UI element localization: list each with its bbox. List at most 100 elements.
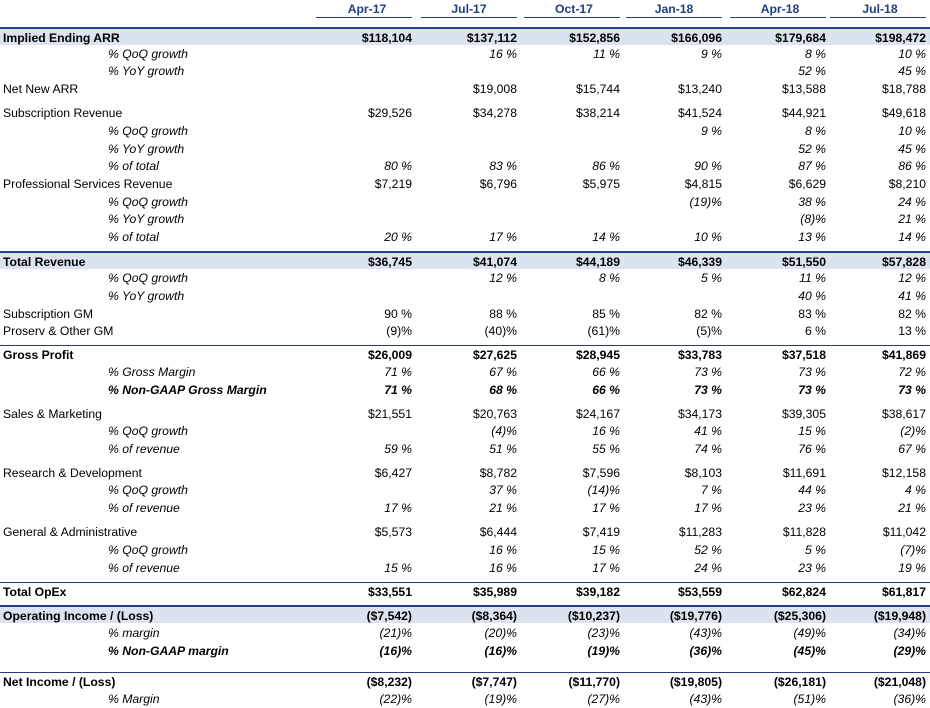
row-label: Proserv & Other GM: [3, 324, 114, 338]
table-row: % QoQ growth (19)% 38 % 24 %: [0, 193, 930, 211]
table-cell: 11 %: [593, 47, 620, 61]
table-row: % YoY growth 40 % 41 %: [0, 287, 930, 305]
column-header-3: Jan-18: [654, 2, 694, 16]
table-cell: 38 %: [798, 195, 826, 209]
table-cell: $33,551: [367, 585, 412, 599]
table-cell: 24 %: [898, 195, 926, 209]
table-cell: $7,419: [582, 525, 620, 539]
table-cell: 55 %: [592, 442, 620, 456]
table-cell: (34)%: [893, 626, 926, 640]
table-cell: (43)%: [689, 692, 722, 706]
table-cell: 68 %: [489, 383, 517, 397]
table-cell: 16 %: [489, 561, 517, 575]
table-cell: (22)%: [379, 692, 412, 706]
row-label: % QoQ growth: [108, 483, 188, 497]
table-cell: 51 %: [489, 442, 517, 456]
table-cell: 23 %: [798, 501, 826, 515]
table-row: % YoY growth 52 % 45 %: [0, 140, 930, 158]
row-label: Implied Ending ARR: [3, 31, 120, 45]
row-label: % of revenue: [108, 561, 180, 575]
table-cell: 12 %: [898, 271, 926, 285]
table-row: Professional Services Revenue $7,219 $6,79…: [0, 175, 930, 193]
row-label: % Non-GAAP margin: [108, 644, 229, 658]
table-cell: 67 %: [489, 365, 517, 379]
table-cell: 6 %: [804, 324, 826, 338]
table-cell: 73 %: [898, 383, 926, 397]
table-cell: (19)%: [587, 644, 620, 658]
table-cell: 23 %: [798, 561, 826, 575]
row-label: % of revenue: [108, 501, 180, 515]
table-row: Implied Ending ARR $118,104 $137,112 $152,8…: [0, 27, 930, 45]
row-label: General & Administrative: [3, 525, 138, 539]
table-cell: (16)%: [379, 644, 412, 658]
row-label: Subscription Revenue: [3, 106, 123, 120]
column-header-5: Jul-18: [862, 2, 898, 16]
table-row: Research & Development $6,427 $8,782 $7,596…: [0, 464, 930, 482]
table-cell: 17 %: [592, 501, 620, 515]
table-row: % QoQ growth 12 % 8 % 5 % 11 % 12 %: [0, 269, 930, 287]
table-cell: 52 %: [798, 142, 826, 156]
row-label: % of total: [108, 230, 159, 244]
row-label: % YoY growth: [108, 212, 185, 226]
row-label: Subscription GM: [3, 307, 94, 321]
table-cell: $41,524: [677, 106, 722, 120]
table-cell: $61,817: [881, 585, 926, 599]
row-label: Total OpEx: [3, 585, 67, 599]
table-row: % QoQ growth 9 % 8 % 10 %: [0, 122, 930, 140]
table-cell: 14 %: [592, 230, 620, 244]
table-cell: 9 %: [700, 124, 722, 138]
table-cell: $35,989: [472, 585, 517, 599]
row-label: % Margin: [108, 692, 160, 706]
table-cell: 8 %: [804, 124, 826, 138]
table-cell: $5,975: [582, 177, 620, 191]
table-cell: 7 %: [700, 483, 722, 497]
table-cell: $198,472: [875, 31, 926, 45]
table-cell: 88 %: [489, 307, 517, 321]
table-cell: $57,828: [881, 255, 926, 269]
table-cell: ($8,232): [366, 675, 412, 689]
table-cell: $166,096: [671, 31, 722, 45]
table-cell: (5)%: [696, 324, 722, 338]
table-row: Gross Profit $26,009 $27,625 $28,945 $33,783…: [0, 345, 930, 363]
column-header-4: Apr-18: [760, 2, 800, 16]
table-cell: $34,173: [677, 407, 722, 421]
table-cell: 59 %: [384, 442, 412, 456]
table-cell: 71 %: [384, 365, 412, 379]
table-row: General & Administrative $5,573 $6,444 $7,4…: [0, 523, 930, 541]
table-cell: 8 %: [804, 47, 826, 61]
table-cell: (40)%: [484, 324, 517, 338]
table-cell: 86 %: [898, 159, 926, 173]
table-cell: ($19,776): [669, 609, 722, 623]
table-cell: 11 %: [799, 271, 826, 285]
table-cell: 16 %: [489, 543, 517, 557]
table-cell: 83 %: [489, 159, 517, 173]
table-cell: $19,008: [472, 82, 517, 96]
row-label: Gross Profit: [3, 348, 74, 362]
table-cell: 52 %: [798, 64, 826, 78]
table-cell: $15,744: [575, 82, 620, 96]
row-label: % QoQ growth: [108, 47, 188, 61]
table-cell: ($8,364): [471, 609, 517, 623]
table-cell: $34,278: [472, 106, 517, 120]
table-cell: (49)%: [793, 626, 826, 640]
table-cell: (16)%: [484, 644, 517, 658]
column-header-0: Apr-17: [347, 2, 387, 16]
table-cell: $33,783: [677, 348, 722, 362]
table-row: Subscription GM 90 % 88 % 85 % 82 % 83 % 82 %: [0, 305, 930, 323]
table-cell: 41 %: [694, 424, 722, 438]
row-label: % of revenue: [108, 442, 180, 456]
table-cell: (61)%: [587, 324, 620, 338]
table-cell: 10 %: [694, 230, 722, 244]
table-row: Sales & Marketing $21,551 $20,763 $24,167 $3…: [0, 405, 930, 423]
table-cell: $6,427: [374, 466, 412, 480]
table-cell: $11,691: [782, 466, 826, 480]
table-cell: (51)%: [793, 692, 826, 706]
table-cell: $8,782: [479, 466, 517, 480]
table-cell: 45 %: [898, 64, 926, 78]
table-cell: 8 %: [598, 271, 620, 285]
table-cell: $5,573: [374, 525, 412, 539]
column-header-underline: [730, 17, 826, 18]
table-cell: 83 %: [798, 307, 826, 321]
table-cell: 19 %: [898, 561, 926, 575]
table-row: % margin (21)% (20)% (23)% (43)% (49)% (34)%: [0, 624, 930, 642]
